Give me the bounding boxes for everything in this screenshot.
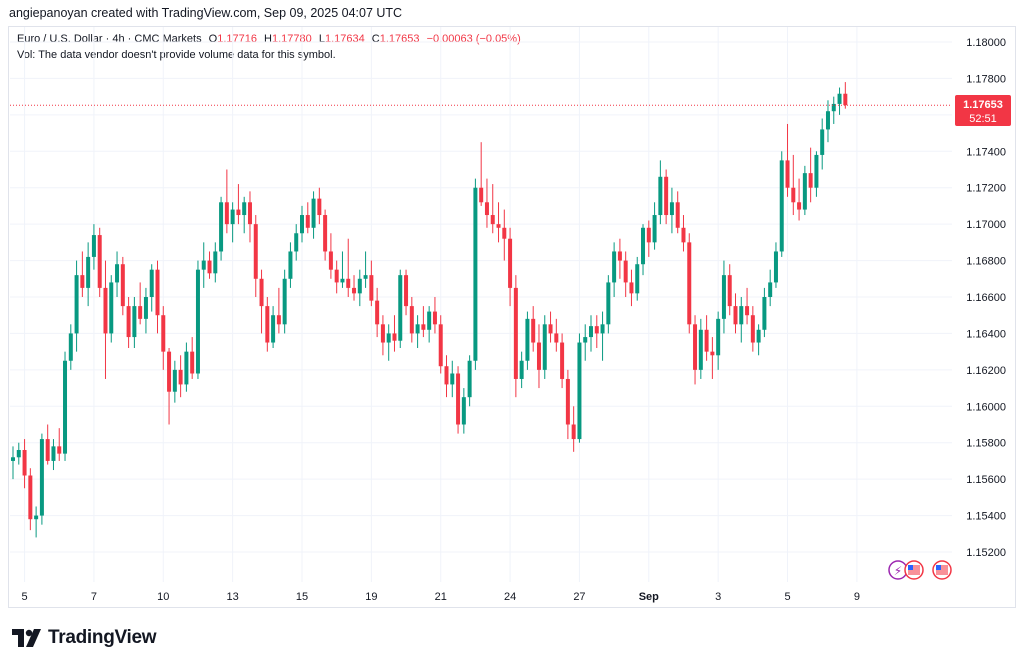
symbol-legend[interactable]: Euro / U.S. Dollar · 4h · CMC Markets O1…	[17, 33, 521, 45]
chart-frame	[8, 26, 1016, 608]
open-value: 1.17716	[217, 33, 257, 45]
low-value: 1.17634	[324, 33, 365, 45]
tradingview-logo[interactable]: TradingView	[12, 627, 157, 649]
high-value: 1.17780	[272, 33, 312, 45]
symbol-name[interactable]: Euro / U.S. Dollar · 4h · CMC Markets	[17, 33, 202, 45]
change-value: −0.00063 (−0.05%)	[426, 33, 521, 45]
tv-logo-text: TradingView	[48, 627, 157, 648]
close-value: 1.17653	[379, 33, 420, 45]
low-label: L	[318, 33, 325, 45]
tv-logo-icon	[12, 629, 41, 647]
creator-caption: angiepanoyan created with TradingView.co…	[9, 6, 403, 20]
open-label: O	[208, 33, 218, 45]
close-label: C	[371, 33, 380, 45]
volume-note: Vol: The data vendor doesn't provide vol…	[17, 49, 336, 61]
high-label: H	[264, 33, 272, 45]
